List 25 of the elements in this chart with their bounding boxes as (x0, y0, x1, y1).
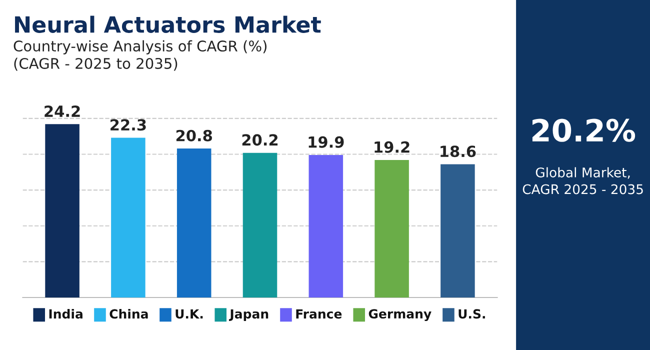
data-label: 20.8 (176, 130, 212, 142)
x-tick-label: U.S. (458, 309, 485, 319)
bar (111, 138, 146, 298)
data-label: 22.3 (110, 119, 146, 131)
text: 20.2% (532, 118, 636, 142)
bar (440, 164, 475, 298)
data-label: 19.2 (374, 141, 410, 153)
text: Global Market, CAGR 2025 - 2035 (522, 167, 643, 194)
x-tick-label: Germany (368, 309, 432, 322)
x-tick-label: Japan (229, 309, 268, 322)
data-label: 20.2 (242, 134, 278, 146)
bar (45, 124, 80, 298)
data-label: 24.2 (44, 105, 80, 117)
data-label: 19.9 (308, 136, 344, 148)
bar (374, 160, 409, 298)
x-tick-label: China (110, 308, 148, 319)
x-tick-label: U.K. (176, 309, 203, 319)
data-label: 18.6 (440, 146, 476, 158)
x-tick-label: France (296, 309, 342, 319)
bar (308, 154, 344, 298)
bar (176, 148, 212, 298)
bar (242, 152, 278, 298)
chart-title: Neural Actuators Market (15, 16, 321, 33)
chart-subtitle: Country-wise Analysis of CAGR (%) (CAGR - 2025 to 2035) (14, 40, 266, 71)
x-tick-label: India (49, 308, 82, 319)
